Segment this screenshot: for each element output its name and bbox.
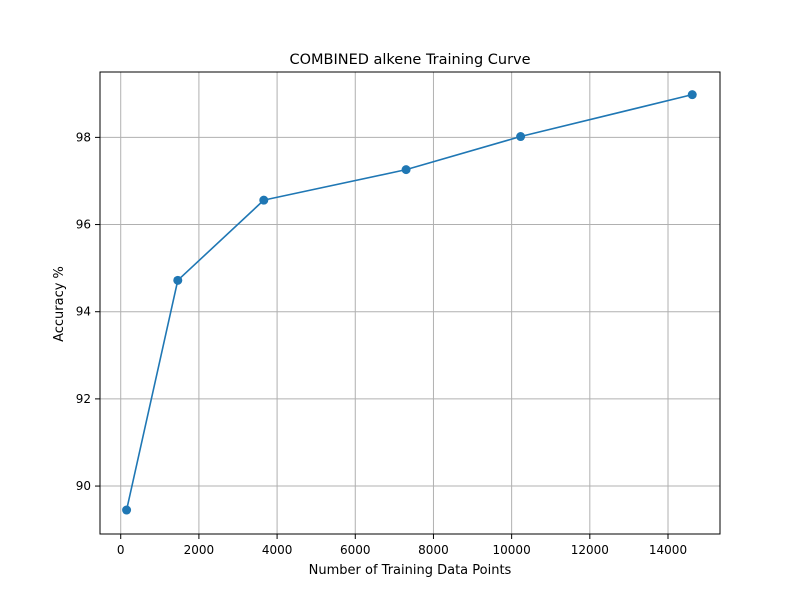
data-point [259,195,269,205]
series-layer [122,90,697,515]
data-point [173,275,183,285]
x-tick-label: 10000 [493,543,531,557]
y-tick-label: 98 [76,130,91,144]
data-point [122,505,132,515]
data-point [401,165,411,175]
chart-title: COMBINED alkene Training Curve [289,52,530,68]
data-point [687,90,697,100]
y-tick-label: 96 [76,218,91,232]
y-tick-label: 94 [76,305,91,319]
grid-lines [100,72,720,534]
y-axis-label: Accuracy % [52,266,67,342]
x-tick-label: 0 [117,543,125,557]
x-tick-label: 2000 [184,543,215,557]
plot-area-frame [99,71,721,535]
x-tick-label: 8000 [418,543,449,557]
x-tick-label: 6000 [340,543,371,557]
series-line [125,93,693,511]
y-tick-label: 92 [76,392,91,406]
x-axis-label: Number of Training Data Points [309,563,512,578]
data-point [516,132,526,142]
x-tick-label: 12000 [571,543,609,557]
x-tick-label: 4000 [262,543,293,557]
axis-ticks: 0 2000 4000 6000 8000 10000 12000 14000 90 92 94 96… [76,130,687,557]
x-tick-label: 14000 [649,543,687,557]
y-tick-label: 90 [76,479,91,493]
